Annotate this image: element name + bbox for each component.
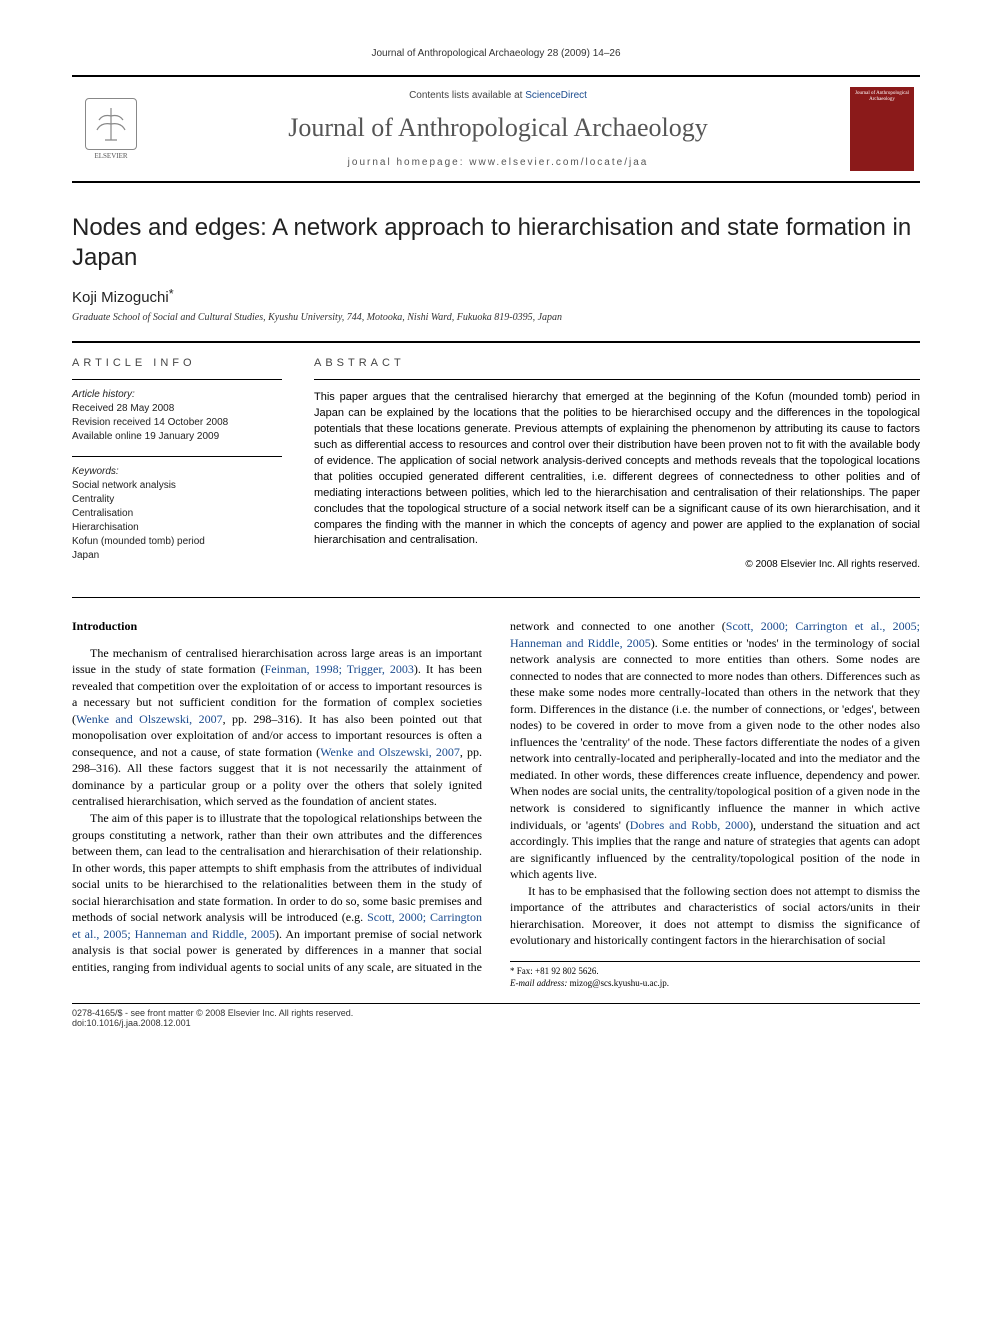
author-marker: * <box>169 287 174 301</box>
cover-thumb-title: Journal of Anthropological Archaeology <box>852 91 912 102</box>
footnote-block: * Fax: +81 92 802 5626. E-mail address: … <box>510 961 920 989</box>
email-address[interactable]: mizog@scs.kyushu-u.ac.jp. <box>570 978 669 988</box>
intro-heading: Introduction <box>72 618 482 635</box>
abstract-heading: ABSTRACT <box>314 357 920 369</box>
keyword-item: Kofun (mounded tomb) period <box>72 535 282 549</box>
citation-link[interactable]: Wenke and Olszewski, 2007 <box>320 745 460 759</box>
elsevier-logo: ELSEVIER <box>76 89 146 169</box>
body-paragraph: It has to be emphasised that the followi… <box>510 883 920 949</box>
contents-available-line: Contents lists available at ScienceDirec… <box>146 90 850 101</box>
footnote-fax: * Fax: +81 92 802 5626. <box>510 966 920 978</box>
body-paragraph: The mechanism of centralised hierarchisa… <box>72 645 482 810</box>
keyword-item: Centrality <box>72 493 282 507</box>
citation-link[interactable]: Wenke and Olszewski, 2007 <box>76 712 223 726</box>
journal-homepage: journal homepage: www.elsevier.com/locat… <box>146 157 850 168</box>
abstract-column: ABSTRACT This paper argues that the cent… <box>314 343 920 575</box>
keyword-item: Hierarchisation <box>72 521 282 535</box>
body-text: The aim of this paper is to illustrate t… <box>72 811 482 924</box>
footer-doi: doi:10.1016/j.jaa.2008.12.001 <box>72 1018 920 1028</box>
keyword-item: Centralisation <box>72 507 282 521</box>
abstract-text: This paper argues that the centralised h… <box>314 379 920 549</box>
article-history-block: Article history: Received 28 May 2008 Re… <box>72 379 282 444</box>
journal-cover-thumbnail: Journal of Anthropological Archaeology <box>850 87 914 171</box>
journal-masthead: ELSEVIER Contents lists available at Sci… <box>72 75 920 183</box>
footer-block: 0278-4165/$ - see front matter © 2008 El… <box>72 1003 920 1028</box>
publisher-name: ELSEVIER <box>94 152 127 160</box>
page-root: Journal of Anthropological Archaeology 2… <box>0 0 992 1068</box>
body-text: ). Some entities or 'nodes' in the termi… <box>510 636 920 832</box>
info-abstract-row: ARTICLE INFO Article history: Received 2… <box>72 342 920 575</box>
history-label: Article history: <box>72 388 282 402</box>
article-title: Nodes and edges: A network approach to h… <box>72 213 920 273</box>
journal-name: Journal of Anthropological Archaeology <box>146 113 850 143</box>
elsevier-tree-icon <box>85 98 137 150</box>
article-info-column: ARTICLE INFO Article history: Received 2… <box>72 343 282 575</box>
abstract-copyright: © 2008 Elsevier Inc. All rights reserved… <box>314 559 920 570</box>
history-online: Available online 19 January 2009 <box>72 430 282 444</box>
contents-prefix: Contents lists available at <box>409 90 525 101</box>
keyword-item: Social network analysis <box>72 479 282 493</box>
citation-link[interactable]: Dobres and Robb, 2000 <box>630 818 749 832</box>
affiliation: Graduate School of Social and Cultural S… <box>72 312 920 323</box>
history-received: Received 28 May 2008 <box>72 402 282 416</box>
author-line: Koji Mizoguchi* <box>72 287 920 306</box>
article-info-heading: ARTICLE INFO <box>72 357 282 369</box>
citation-link[interactable]: Feinman, 1998; Trigger, 2003 <box>265 662 414 676</box>
keywords-label: Keywords: <box>72 465 282 479</box>
keywords-block: Keywords: Social network analysis Centra… <box>72 456 282 563</box>
footer-front-matter: 0278-4165/$ - see front matter © 2008 El… <box>72 1008 920 1018</box>
running-header: Journal of Anthropological Archaeology 2… <box>72 48 920 59</box>
sciencedirect-link[interactable]: ScienceDirect <box>525 90 587 101</box>
body-columns: Introduction The mechanism of centralise… <box>72 618 920 989</box>
footnote-email-line: E-mail address: mizog@scs.kyushu-u.ac.jp… <box>510 978 920 990</box>
body-section: Introduction The mechanism of centralise… <box>72 597 920 989</box>
email-label: E-mail address: <box>510 978 567 988</box>
keyword-item: Japan <box>72 549 282 563</box>
author-name: Koji Mizoguchi <box>72 289 169 306</box>
history-revised: Revision received 14 October 2008 <box>72 416 282 430</box>
